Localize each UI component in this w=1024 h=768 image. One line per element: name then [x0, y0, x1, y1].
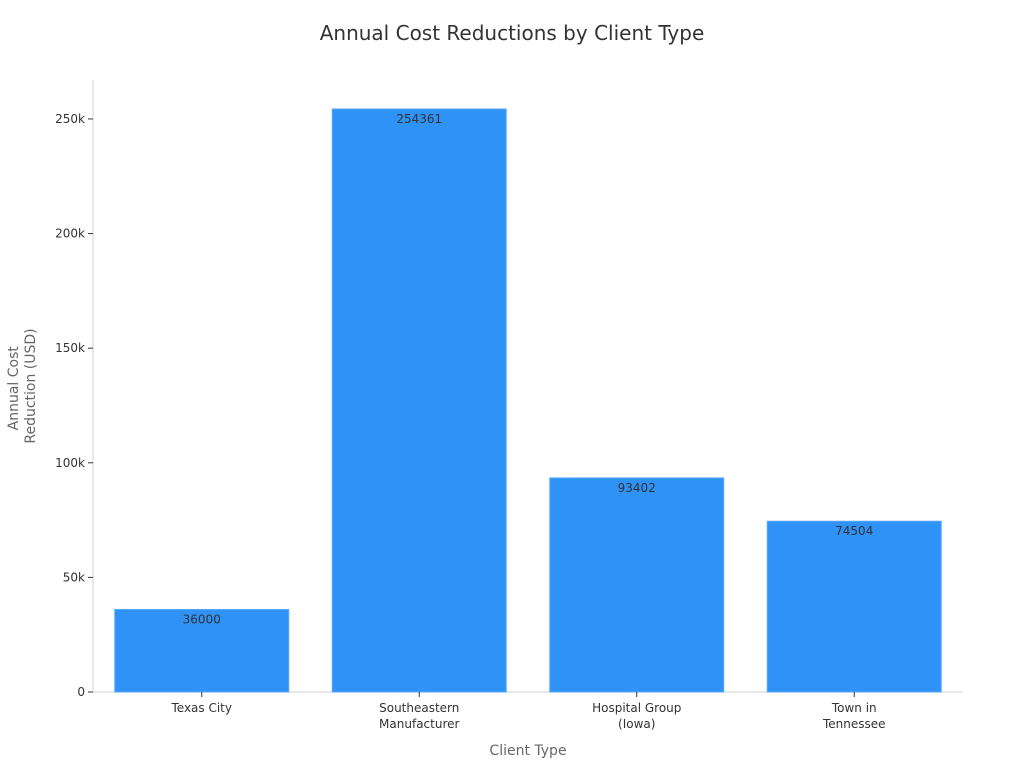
bar	[766, 520, 942, 693]
plot-area: 0 50k 100k 150k 200k 250k 36000 254361 93402 745…	[55, 80, 963, 731]
x-axis-title: Client Type	[489, 743, 566, 759]
bar	[114, 608, 290, 693]
bar	[331, 108, 507, 693]
y-tick-label: 50k	[63, 570, 85, 584]
y-tick-label: 100k	[55, 456, 85, 470]
y-tick-label: 250k	[55, 112, 85, 126]
y-tick-label: 200k	[55, 227, 85, 241]
bar	[549, 477, 725, 693]
y-axis-title: Annual Cost Reduction (USD)	[6, 328, 39, 443]
x-tick-label: Town in Tennessee	[822, 701, 886, 731]
x-tick-label: Hospital Group (Iowa)	[592, 701, 681, 731]
bars: 36000 254361 93402 74504	[114, 108, 942, 693]
y-axis-title-line-1: Annual Cost	[6, 346, 22, 431]
bar-value-label: 93402	[618, 481, 656, 495]
y-tick-label: 150k	[55, 341, 85, 355]
bar-value-label: 74504	[835, 524, 873, 538]
y-axis-title-line-2: Reduction (USD)	[23, 328, 39, 443]
bar-value-label: 36000	[183, 612, 221, 626]
y-tick-label: 0	[77, 685, 85, 699]
bar-value-label: 254361	[396, 112, 442, 126]
x-tick-label: Texas City	[170, 701, 232, 715]
x-tick-label: Southeastern Manufacturer	[379, 701, 459, 731]
y-axis-ticks: 0 50k 100k 150k 200k 250k	[55, 112, 93, 699]
x-axis-tick-labels: Texas City Southeastern Manufacturer Hospit…	[170, 692, 886, 731]
chart-title: Annual Cost Reductions by Client Type	[320, 21, 705, 45]
